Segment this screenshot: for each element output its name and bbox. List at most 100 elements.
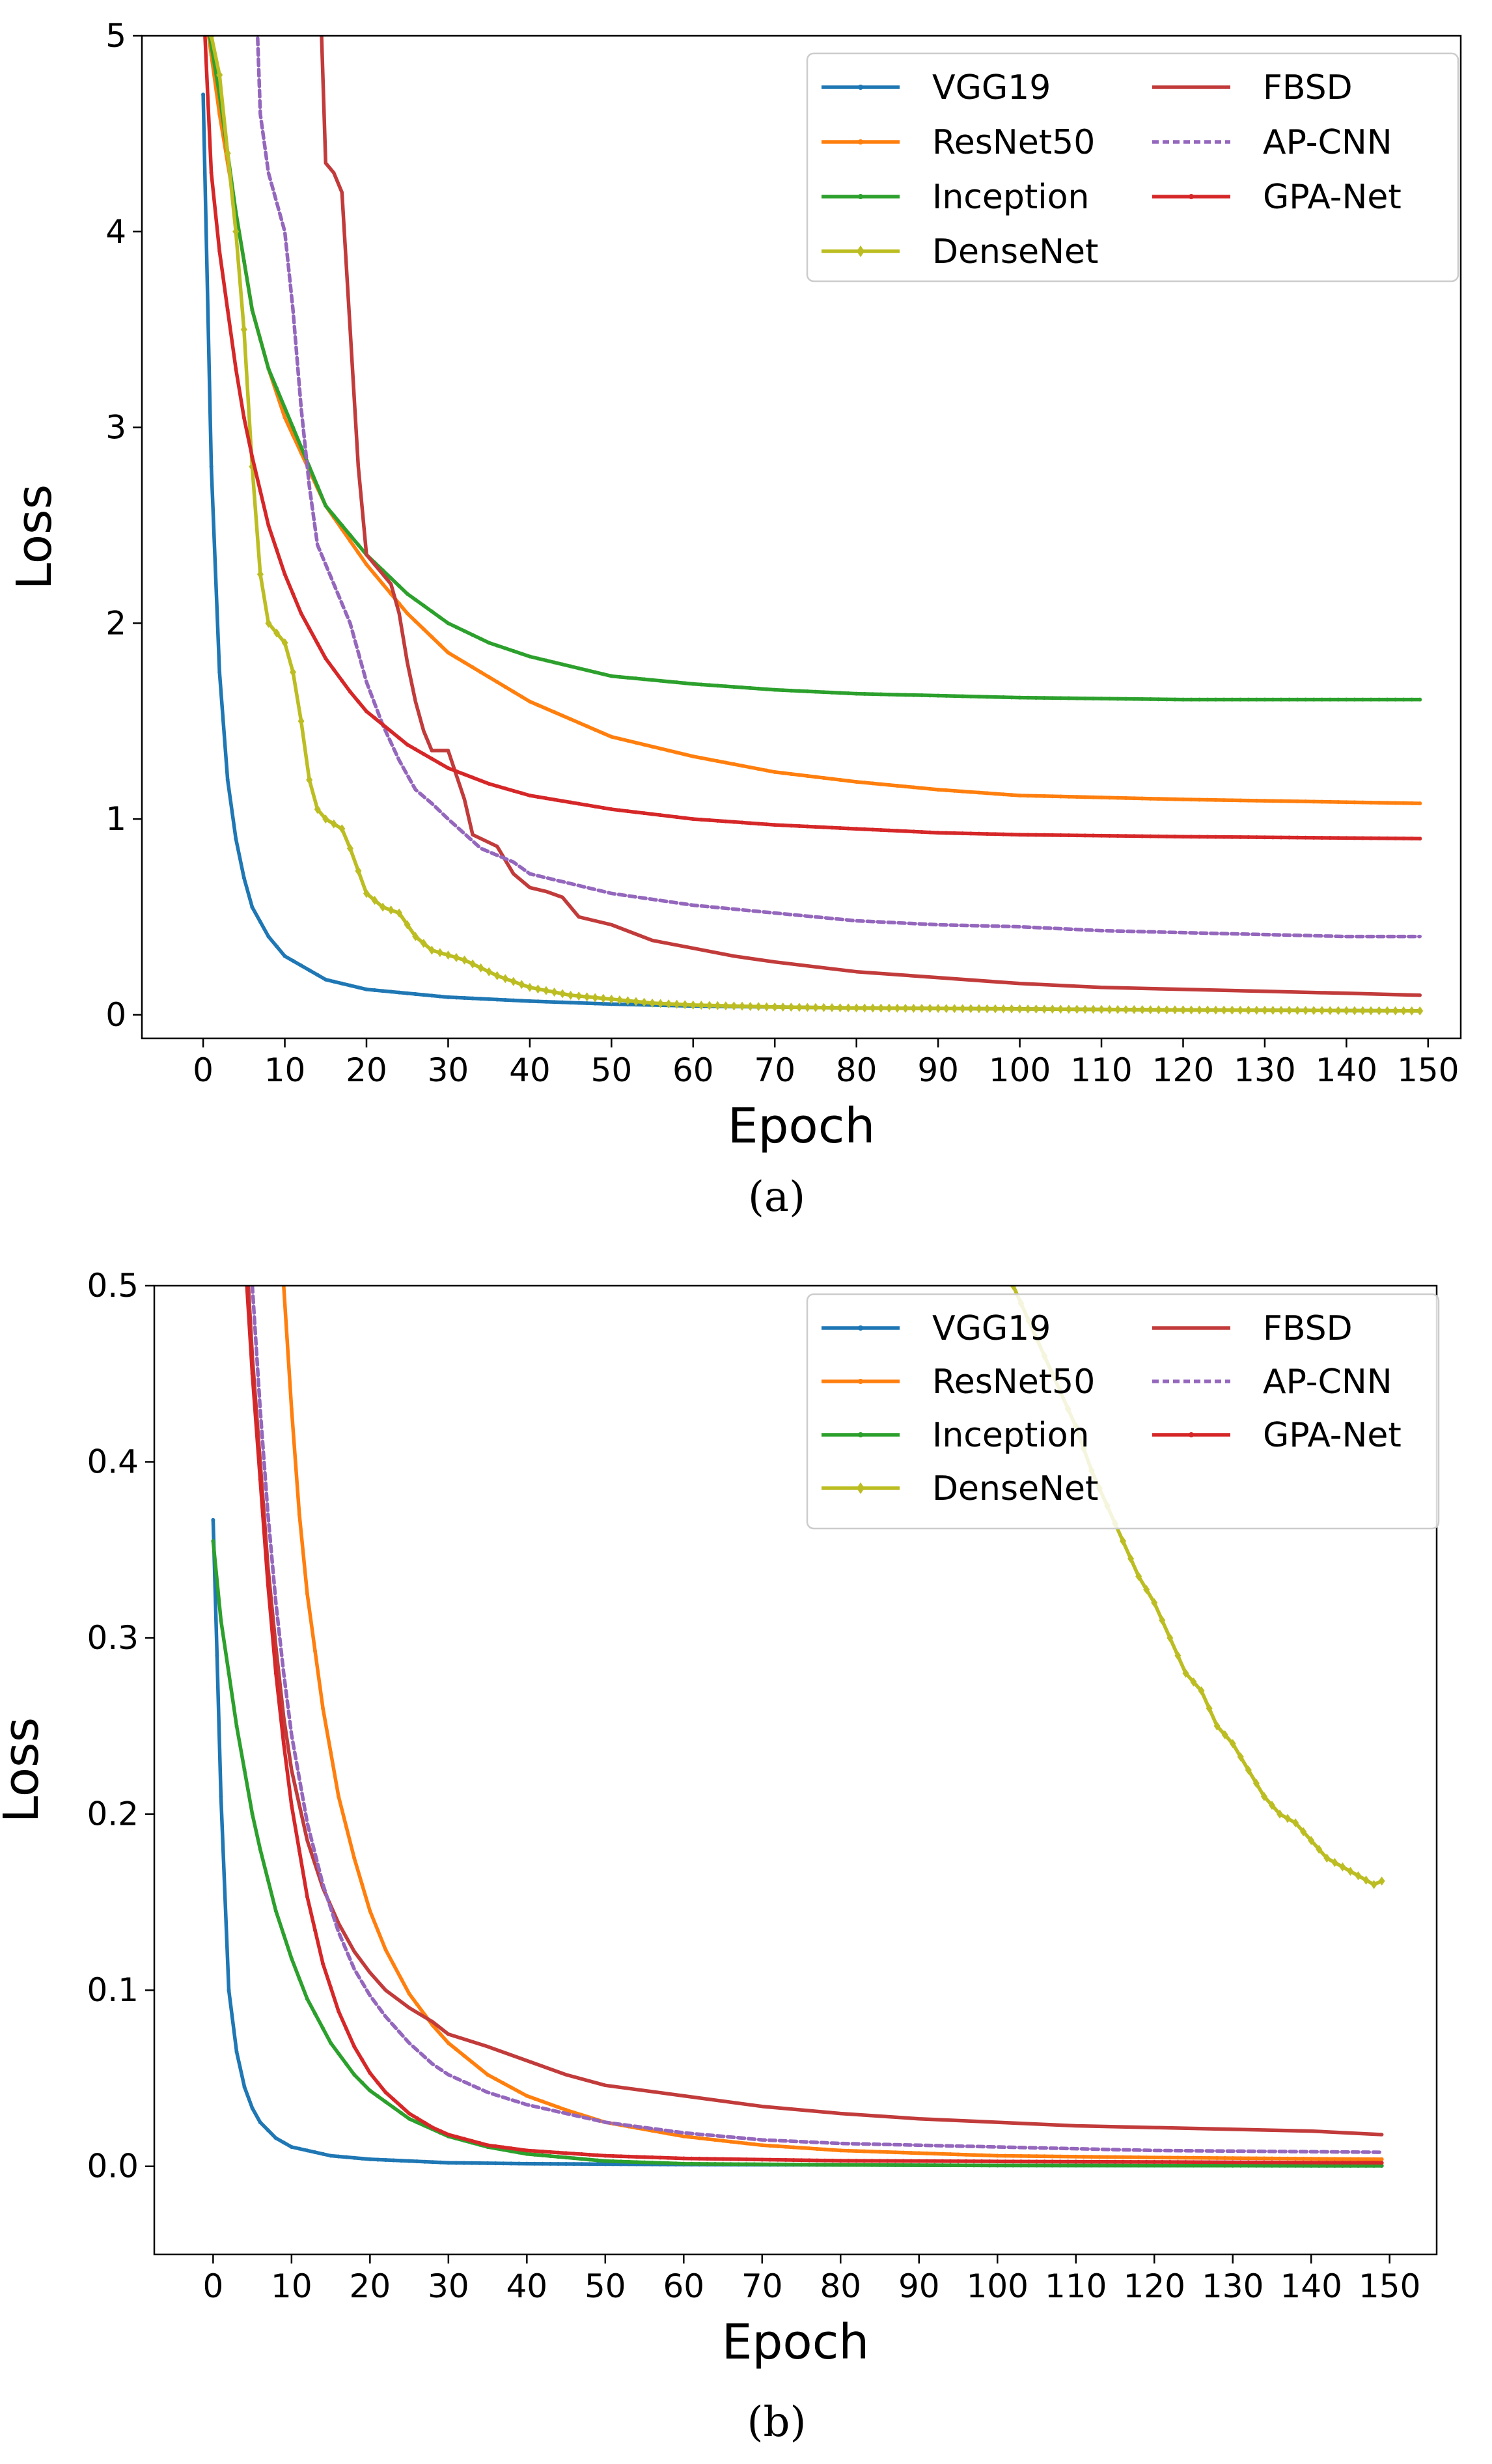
chart-a-series-ap-cnn-group bbox=[255, 36, 1422, 939]
chart-b-series-inception-marker bbox=[682, 2161, 686, 2166]
chart-a-series-inception-marker bbox=[911, 693, 916, 697]
chart-a-series-inception-marker bbox=[870, 692, 875, 697]
chart-a-series-inception-marker bbox=[527, 654, 532, 659]
chart-a-series-inception-marker bbox=[895, 693, 900, 697]
chart-a-series-densenet-marker bbox=[795, 1003, 803, 1012]
chart-b-series-resnet50-marker bbox=[548, 2102, 553, 2107]
chart-b-series-gpa-net-marker bbox=[618, 2154, 623, 2159]
chart-a-series-vgg19-marker bbox=[421, 993, 426, 997]
chart-a-legend-vgg19-label: VGG19 bbox=[932, 68, 1051, 107]
chart-a-series-gpa-net-marker bbox=[585, 803, 589, 807]
chart-a-series-resnet50-marker bbox=[911, 785, 916, 790]
chart-b-series-vgg19-marker bbox=[281, 2140, 286, 2145]
chart-a-series-gpa-net-marker bbox=[617, 808, 622, 812]
chart-a-series-resnet50-marker bbox=[471, 665, 475, 670]
chart-b-series-inception-marker bbox=[1011, 2163, 1015, 2168]
chart-a-series-group bbox=[201, 36, 1424, 1016]
chart-a-series-gpa-net-marker bbox=[340, 678, 344, 683]
chart-a-series-resnet50-marker bbox=[437, 643, 442, 647]
chart-a-series-resnet50-marker bbox=[364, 562, 368, 567]
chart-b-series-gpa-net-marker bbox=[1019, 2159, 1023, 2164]
chart-a-series-gpa-net-marker bbox=[397, 736, 402, 740]
chart-a-series-densenet-marker bbox=[714, 1001, 721, 1010]
chart-a-series-gpa-net-marker bbox=[495, 784, 499, 788]
chart-b-series-inception-marker bbox=[281, 1932, 286, 1937]
chart-a-series-vgg19-marker bbox=[478, 997, 483, 1001]
chart-b-series-vgg19-marker bbox=[352, 2155, 357, 2160]
chart-a-series-inception-marker bbox=[1091, 696, 1096, 700]
chart-a-series-vgg19-marker bbox=[527, 999, 532, 1003]
chart-a-series-vgg19-marker bbox=[593, 1001, 598, 1006]
chart-a-series-inception-marker bbox=[1222, 697, 1226, 702]
chart-a-series-inception-marker bbox=[1312, 697, 1316, 702]
chart-b-series-inception-marker bbox=[376, 2094, 380, 2099]
chart-a-series-densenet-marker bbox=[706, 1001, 713, 1010]
chart-a-series-densenet-marker bbox=[984, 1004, 991, 1014]
chart-a-series-gpa-net-marker bbox=[552, 797, 557, 802]
chart-b-series-vgg19-marker bbox=[540, 2161, 545, 2166]
chart-a-series-inception-marker bbox=[838, 691, 842, 695]
chart-a-series-inception-marker bbox=[683, 681, 687, 685]
chart-b-series-gpa-net-marker bbox=[1340, 2161, 1345, 2165]
chart-a-series-gpa-net-marker bbox=[854, 827, 859, 831]
chart-a-series-resnet50-marker bbox=[879, 782, 883, 786]
chart-a-series-densenet-marker bbox=[788, 1003, 795, 1012]
chart-a-series-resnet50-marker bbox=[715, 759, 720, 764]
chart-b-series-gpa-net-marker bbox=[1356, 2161, 1361, 2165]
chart-a-series-inception-marker bbox=[822, 690, 826, 695]
chart-b-legend-resnet50: ResNet50 bbox=[822, 1363, 1095, 1402]
chart-b-series-gpa-net-marker bbox=[1278, 2160, 1282, 2165]
chart-b-series-gpa-net-marker bbox=[862, 2159, 866, 2163]
chart-a-series-vgg19-marker bbox=[405, 991, 409, 995]
chart-a-series-densenet-marker bbox=[616, 995, 623, 1005]
chart-a-series-gpa-net-marker bbox=[740, 820, 745, 825]
chart-b-series-inception-marker bbox=[783, 2162, 788, 2166]
chart-b-series-inception-marker bbox=[1081, 2163, 1086, 2168]
chart-b-series-gpa-net-marker bbox=[728, 2157, 733, 2161]
chart-b-series-resnet50-marker bbox=[1246, 2156, 1250, 2161]
chart-b-series-gpa-net-marker bbox=[321, 1961, 325, 1966]
chart-b-series-gpa-net-marker bbox=[564, 2151, 568, 2155]
chart-b-xlabel: Epoch bbox=[722, 2314, 870, 2370]
chart-b-series-gpa-net-marker bbox=[815, 2158, 820, 2163]
chart-a-series-resnet50-marker bbox=[830, 777, 835, 781]
chart-a-series-resnet50-marker bbox=[1246, 798, 1250, 803]
chart-b-xtick-label: 0 bbox=[202, 2267, 223, 2305]
chart-b-series-gpa-net-marker bbox=[1011, 2159, 1015, 2164]
chart-a-series-densenet-marker bbox=[542, 986, 549, 995]
chart-b-series-inception-marker bbox=[666, 2161, 670, 2165]
chart-a-series-gpa-net-marker bbox=[511, 788, 516, 793]
chart-a-series-gpa-net-marker bbox=[421, 752, 426, 756]
chart-b-series-inception-marker bbox=[1050, 2163, 1055, 2168]
chart-a-series-gpa-net-marker bbox=[601, 805, 605, 810]
chart-b-series-gpa-net-marker bbox=[281, 1741, 286, 1746]
chart-b-series-vgg19-marker bbox=[321, 2152, 325, 2156]
chart-a-series-inception-marker bbox=[633, 676, 638, 681]
chart-a-series-gpa-net-marker bbox=[1271, 835, 1275, 840]
chart-a-series-inception-marker bbox=[854, 691, 859, 696]
chart-b-series-inception-marker bbox=[329, 2041, 333, 2045]
chart-b-series-ap-cnn-line bbox=[250, 1286, 1384, 2154]
chart-a-series-resnet50-marker bbox=[1295, 799, 1300, 803]
chart-b-series-resnet50-marker bbox=[1034, 2154, 1039, 2159]
chart-b-series-vgg19-marker bbox=[273, 2136, 278, 2140]
chart-a-series-gpa-net-marker bbox=[544, 796, 548, 801]
chart-a-series-inception-marker bbox=[732, 685, 736, 689]
chart-a-xtick-label: 130 bbox=[1234, 1051, 1295, 1089]
chart-b-series-resnet50-marker bbox=[415, 2002, 419, 2006]
chart-a-series-densenet-marker bbox=[281, 638, 288, 648]
chart-b-series-resnet50-marker bbox=[289, 1407, 294, 1411]
chart-b-series-resnet50-marker bbox=[721, 2139, 725, 2143]
chart-b-series-resnet50-marker bbox=[360, 1882, 365, 1887]
chart-a-series-gpa-net-marker bbox=[1262, 835, 1267, 840]
chart-a-series-resnet50-marker bbox=[503, 685, 508, 689]
chart-b-series-resnet50-marker bbox=[493, 2077, 498, 2081]
chart-a-series-gpa-net-marker bbox=[1230, 835, 1234, 839]
chart-a-series-fbsd-line bbox=[320, 36, 1422, 997]
chart-a-series-gpa-net-marker bbox=[1058, 833, 1063, 837]
chart-a-series-resnet50-marker bbox=[1254, 798, 1259, 803]
chart-a-series-inception-marker bbox=[519, 652, 524, 656]
chart-a-series-inception-marker bbox=[976, 695, 981, 699]
chart-b-series-densenet-marker bbox=[1206, 1704, 1213, 1713]
chart-b-series-resnet50-marker bbox=[1066, 2154, 1070, 2159]
